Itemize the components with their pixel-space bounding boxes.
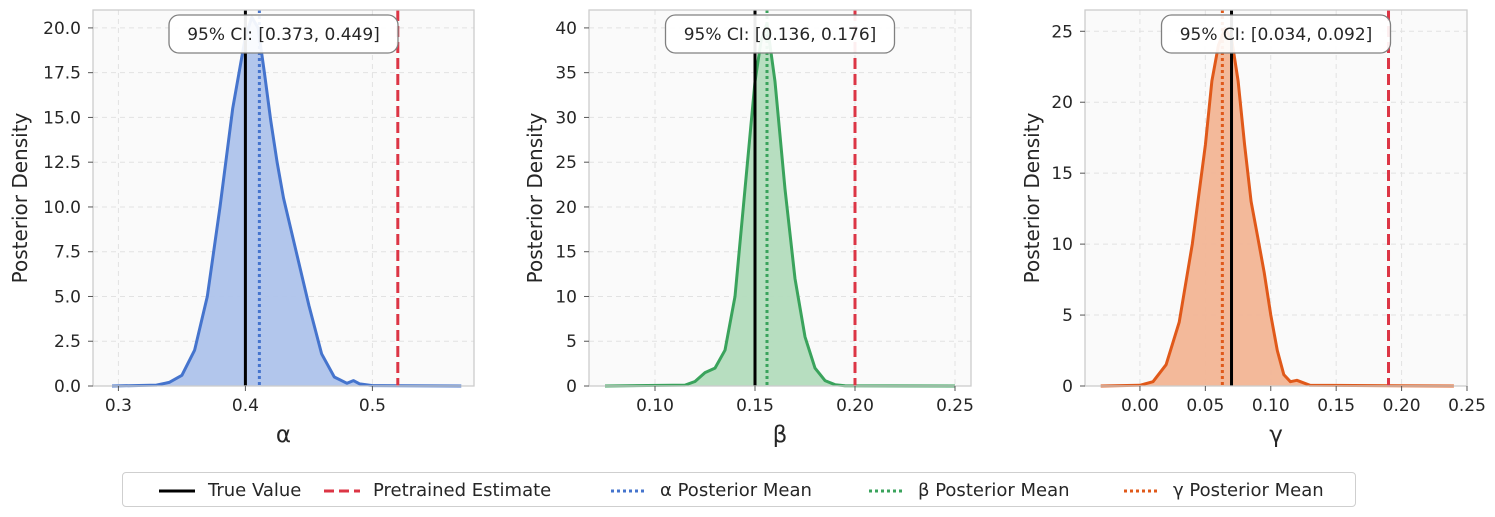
legend-swatch-dotted bbox=[1124, 489, 1160, 492]
ci-annotation-box bbox=[168, 14, 399, 54]
y-tick-label: 10.0 bbox=[43, 198, 81, 218]
y-tick-label: 17.5 bbox=[43, 64, 81, 84]
x-tick-label: 0.10 bbox=[636, 396, 674, 416]
density-area bbox=[605, 23, 955, 387]
ci-annotation-label: 95% CI: [0.373, 0.449] bbox=[187, 25, 380, 45]
chart-panel-1: 0.3 0.4 0.5 0.0 2.5 5.0 7.5 10.0 12.5 15.0 17.5 20.… bbox=[8, 9, 475, 448]
legend-item-alpha-posterior-mean: α Posterior Mean bbox=[610, 473, 812, 508]
y-tick-label: 30 bbox=[555, 108, 577, 128]
y-axis-label: Posterior Density bbox=[1020, 112, 1044, 283]
x-tick-label: 0.25 bbox=[936, 396, 974, 416]
x-tick-label: 0.4 bbox=[232, 396, 259, 416]
y-tick-label: 5.0 bbox=[54, 287, 81, 307]
x-tick-label: 0.5 bbox=[359, 396, 386, 416]
legend-item-pretrained-estimate: Pretrained Estimate bbox=[323, 473, 551, 508]
legend-label: Pretrained Estimate bbox=[373, 480, 552, 501]
legend-item-beta-posterior-mean: β Posterior Mean bbox=[868, 473, 1070, 508]
y-tick-label: 0 bbox=[1062, 377, 1073, 397]
legend-swatch-dotted bbox=[611, 489, 647, 492]
x-tick-label: 0.20 bbox=[836, 396, 874, 416]
legend-label: γ Posterior Mean bbox=[1173, 480, 1324, 501]
x-tick-label: 0.05 bbox=[1186, 396, 1224, 416]
ci-annotation-label: 95% CI: [0.034, 0.092] bbox=[1180, 25, 1373, 45]
x-tick-label: 0.00 bbox=[1121, 396, 1159, 416]
y-tick-label: 2.5 bbox=[54, 332, 81, 352]
density-line bbox=[1100, 26, 1454, 388]
y-tick-label: 5 bbox=[566, 332, 577, 352]
y-tick-label: 10 bbox=[1051, 235, 1073, 255]
x-tick-label: 0.15 bbox=[736, 396, 774, 416]
legend: True Value Pretrained Estimate α Posteri… bbox=[122, 472, 1356, 507]
legend-label: True Value bbox=[208, 480, 302, 501]
y-axis-label: Posterior Density bbox=[8, 112, 32, 283]
y-tick-label: 25 bbox=[555, 153, 577, 173]
plot-area bbox=[1085, 10, 1467, 386]
legend-label: β Posterior Mean bbox=[918, 480, 1070, 501]
chart-panel-2: 0.10 0.15 0.20 0.25 0 5 10 15 20 25 30 35 40 β Posteri… bbox=[523, 9, 974, 448]
x-tick-label: 0.20 bbox=[1383, 396, 1421, 416]
x-axis-label: γ bbox=[1269, 422, 1283, 448]
y-tick-label: 15 bbox=[555, 243, 577, 263]
y-tick-label: 20 bbox=[1051, 93, 1073, 113]
legend-label: α Posterior Mean bbox=[660, 480, 812, 501]
legend-swatch-solid bbox=[159, 489, 195, 492]
plot-frame bbox=[1084, 9, 1468, 387]
y-tick-label: 25 bbox=[1051, 22, 1073, 42]
y-tick-label: 5 bbox=[1062, 306, 1073, 326]
y-tick-label: 12.5 bbox=[43, 153, 81, 173]
ci-annotation-box bbox=[1160, 14, 1392, 54]
y-tick-label: 40 bbox=[555, 19, 577, 39]
legend-swatch-dotted bbox=[869, 489, 905, 492]
ci-annotation-label: 95% CI: [0.136, 0.176] bbox=[684, 25, 877, 45]
ci-annotation-box bbox=[664, 14, 896, 54]
density-area bbox=[1100, 28, 1454, 387]
y-tick-label: 7.5 bbox=[54, 243, 81, 263]
y-tick-label: 15 bbox=[1051, 164, 1073, 184]
x-tick-label: 0.10 bbox=[1252, 396, 1290, 416]
chart-panel-3: 0.00 0.05 0.10 0.15 0.20 0.25 0 5 10 15 20 25 γ Poste… bbox=[1020, 9, 1486, 448]
y-tick-label: 15.0 bbox=[43, 108, 81, 128]
x-tick-label: 0.3 bbox=[105, 396, 132, 416]
plot-frame bbox=[588, 9, 972, 387]
density-area bbox=[112, 17, 462, 386]
y-tick-label: 20.0 bbox=[43, 19, 81, 39]
plot-frame bbox=[92, 9, 475, 387]
x-axis-label: α bbox=[276, 422, 291, 448]
y-tick-label: 0.0 bbox=[54, 377, 81, 397]
y-tick-label: 20 bbox=[555, 198, 577, 218]
y-axis-label: Posterior Density bbox=[523, 112, 547, 283]
y-tick-label: 0 bbox=[566, 377, 577, 397]
legend-item-true-value: True Value bbox=[158, 473, 301, 508]
y-tick-label: 10 bbox=[555, 287, 577, 307]
x-axis-label: β bbox=[773, 422, 788, 448]
density-line bbox=[111, 15, 462, 388]
x-tick-label: 0.25 bbox=[1448, 396, 1486, 416]
legend-swatch-dashed bbox=[324, 489, 360, 492]
legend-item-gamma-posterior-mean: γ Posterior Mean bbox=[1123, 473, 1324, 508]
x-tick-label: 0.15 bbox=[1317, 396, 1355, 416]
y-tick-label: 35 bbox=[555, 64, 577, 84]
